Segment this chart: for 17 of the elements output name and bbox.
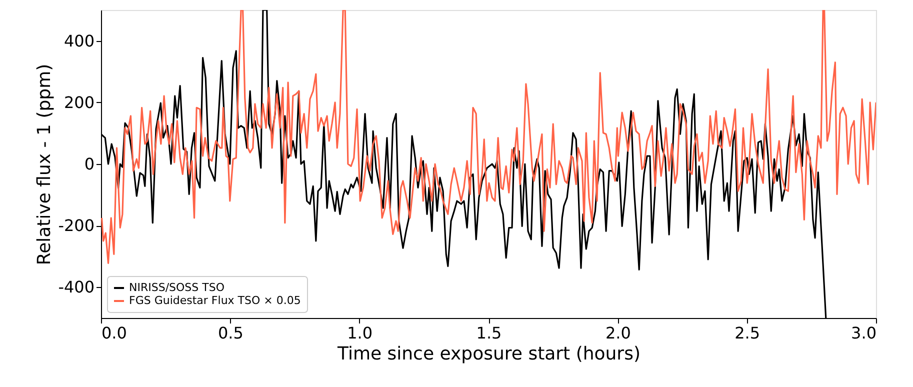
- x-tick-label: 1.5: [476, 324, 502, 342]
- x-tick-label: 2.5: [734, 324, 760, 342]
- y-tick-label: 0: [84, 154, 94, 174]
- legend-label: FGS Guidestar Flux TSO × 0.05: [129, 294, 301, 307]
- y-axis-title: Relative flux - 1 (ppm): [34, 64, 56, 266]
- x-tick-label: 2.0: [605, 324, 631, 342]
- x-tick-label: 3.0: [851, 324, 876, 342]
- x-tick-label: 0.5: [218, 324, 244, 342]
- x-axis-title: Time since exposure start (hours): [336, 344, 640, 364]
- y-tick-label: -200: [58, 216, 94, 236]
- y-tick-label: 400: [64, 31, 94, 50]
- x-tick-label: 0.0: [102, 324, 127, 342]
- legend-label: NIRISS/SOSS TSO: [129, 281, 225, 294]
- y-tick-label: -400: [58, 278, 94, 297]
- y-tick-label: 200: [64, 92, 94, 112]
- line-series: [101, 10, 876, 264]
- x-tick-label: 1.0: [347, 324, 373, 342]
